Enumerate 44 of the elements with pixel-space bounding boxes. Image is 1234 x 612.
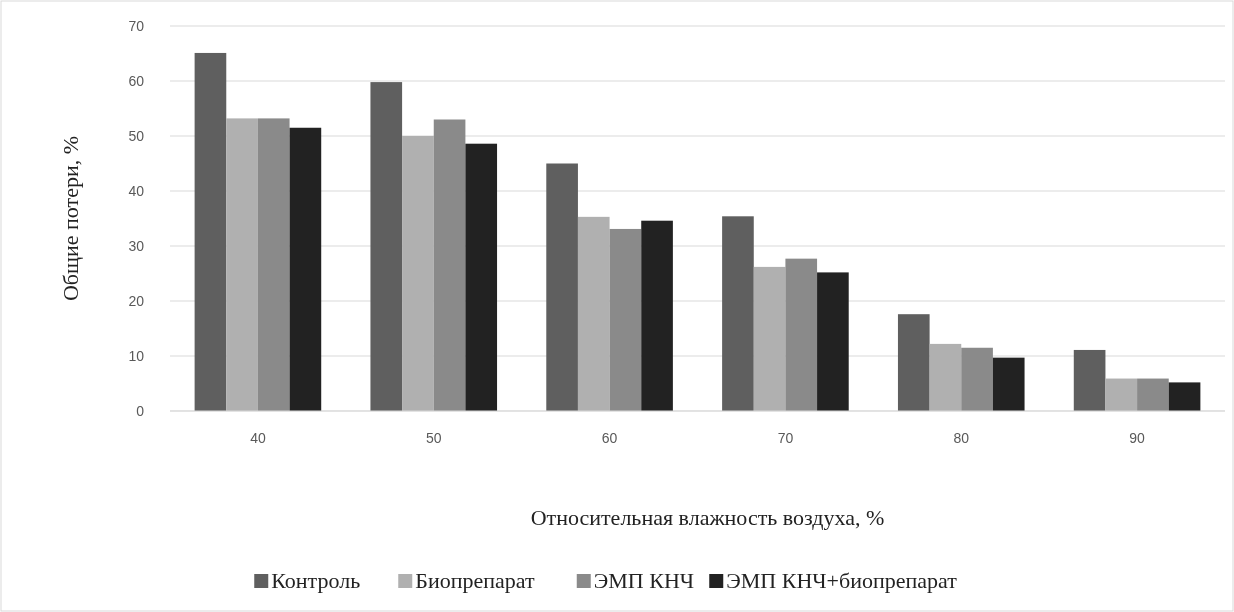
bar: [1105, 378, 1138, 411]
x-tick-label: 50: [425, 430, 442, 446]
bar: [226, 118, 258, 411]
bar: [402, 136, 434, 411]
y-tick-label: 60: [128, 73, 145, 89]
y-tick-label: 70: [128, 18, 145, 34]
bar: [817, 272, 849, 411]
x-tick-label: 40: [250, 430, 266, 446]
bar: [194, 52, 227, 411]
legend-label: Биопрепарат: [415, 568, 535, 593]
bar: [722, 216, 754, 411]
bar: [785, 258, 818, 411]
bar: [433, 119, 466, 411]
bar: [546, 163, 578, 411]
bar: [1168, 382, 1201, 411]
x-tick-label: 60: [601, 430, 618, 446]
bar: [609, 228, 642, 411]
bar: [641, 220, 673, 411]
y-tick-label: 0: [136, 403, 145, 419]
bar: [961, 347, 993, 411]
y-tick-label: 20: [128, 293, 145, 309]
bar: [1137, 378, 1169, 411]
x-axis-title: Относительная влажность воздуха, %: [530, 505, 885, 530]
y-tick-label: 40: [128, 183, 145, 199]
y-tick-label: 50: [128, 128, 145, 144]
legend-label: ЭМП КНЧ: [593, 568, 695, 593]
bar: [992, 357, 1025, 411]
bar: [929, 343, 962, 411]
x-tick-label: 70: [777, 430, 794, 446]
x-tick-label: 80: [953, 430, 970, 446]
bar: [289, 127, 322, 411]
bar: [753, 266, 786, 411]
x-tick-label: 90: [1129, 430, 1146, 446]
bar: [465, 143, 498, 411]
y-axis-title: Общие потери, %: [58, 135, 83, 302]
bar: [897, 314, 930, 411]
y-tick-label: 10: [128, 348, 145, 364]
y-tick-label: 30: [128, 238, 145, 254]
bar: [370, 82, 403, 411]
bar: [577, 216, 610, 411]
legend-label: Контроль: [271, 568, 361, 593]
bar: [257, 118, 290, 411]
bar: [1073, 349, 1106, 411]
legend-label: ЭМП КНЧ+биопрепарат: [726, 568, 958, 593]
